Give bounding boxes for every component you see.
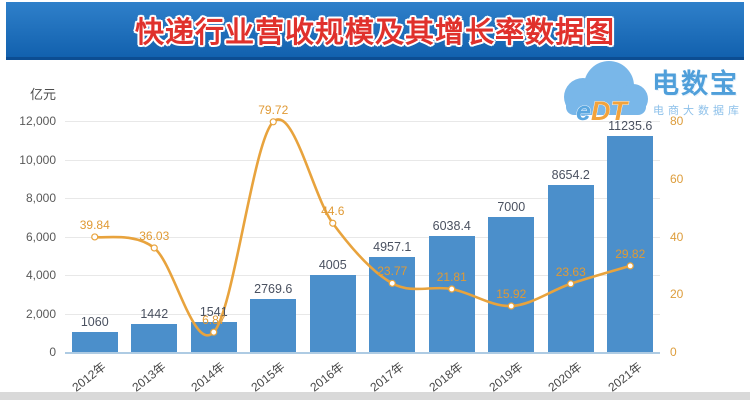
line-marker (329, 219, 337, 227)
bar-value-label: 1442 (140, 307, 169, 322)
x-axis-label: 2021年 (604, 359, 645, 395)
y-axis-right-tick: 80 (670, 114, 684, 128)
y-axis-left-tick: 6,000 (25, 229, 56, 244)
revenue-bar (488, 217, 535, 352)
y-axis-left-tick: 4,000 (25, 268, 56, 282)
y-axis-left-tick: 0 (49, 345, 56, 359)
bar-value-label: 4005 (318, 257, 347, 272)
revenue-bar (131, 324, 178, 352)
revenue-bar (428, 235, 475, 352)
bar-value-label: 11235.6 (608, 118, 653, 133)
x-axis-label: 2017年 (366, 359, 407, 395)
x-axis-label: 2012年 (69, 359, 109, 395)
y-axis-left-tick: 8,000 (25, 191, 56, 205)
revenue-bar (71, 331, 118, 352)
bar-value-label: 1060 (80, 314, 109, 329)
bar-value-label: 4957.1 (373, 239, 412, 254)
line-value-label: 29.82 (615, 246, 646, 261)
watermark: eDT 电数宝 电商大数据库 (556, 58, 748, 126)
y-axis-left-tick: 2,000 (25, 306, 56, 321)
x-axis-label: 2018年 (426, 359, 466, 395)
bar-value-label: 6038.4 (432, 218, 471, 233)
line-value-label: 23.77 (377, 264, 408, 279)
y-axis-right-tick: 20 (670, 287, 684, 302)
bar-value-label: 2769.6 (254, 281, 293, 296)
bar-value-label: 8654.2 (551, 168, 590, 183)
left-axis-title: 亿元 (30, 87, 57, 102)
x-axis-label: 2015年 (247, 359, 288, 395)
y-axis-right-tick: 60 (670, 171, 684, 186)
line-value-label: 15.92 (496, 287, 527, 302)
line-value-label: 39.84 (79, 217, 110, 232)
line-value-label: 36.03 (139, 228, 170, 243)
revenue-bar (309, 274, 356, 352)
line-value-label: 6.87 (202, 313, 226, 328)
x-axis-label: 2013年 (128, 359, 169, 395)
watermark-brand: 电数宝 (652, 69, 739, 99)
gridline (65, 352, 660, 354)
gridline (65, 159, 660, 161)
line-marker (150, 244, 158, 252)
x-axis-label: 2016年 (307, 359, 347, 395)
revenue-bar (607, 135, 654, 352)
bar-value-label: 7000 (497, 200, 526, 215)
line-value-label: 23.63 (555, 264, 586, 279)
x-axis-label: 2020年 (545, 359, 585, 395)
y-axis-left-tick: 10,000 (19, 152, 56, 167)
bottom-edge-strip (0, 392, 750, 400)
y-axis-right-tick: 40 (670, 229, 684, 244)
chart-title: 快递行业营收规模及其增长率数据图 (134, 16, 615, 49)
watermark-tagline: 电商大数据库 (653, 105, 743, 117)
line-value-label: 44.6 (321, 204, 345, 219)
x-axis-label: 2014年 (188, 359, 228, 395)
y-axis-right-tick: 0 (670, 345, 677, 359)
line-value-label: 79.72 (258, 102, 289, 117)
title-banner: 快递行业营收规模及其增长率数据图 (6, 2, 744, 60)
y-axis-left-tick: 12,000 (19, 114, 56, 128)
line-value-label: 21.81 (436, 270, 467, 285)
revenue-bar (250, 298, 297, 352)
cloud-logo-icon: eDT (564, 61, 648, 126)
x-axis-label: 2019年 (485, 359, 526, 395)
